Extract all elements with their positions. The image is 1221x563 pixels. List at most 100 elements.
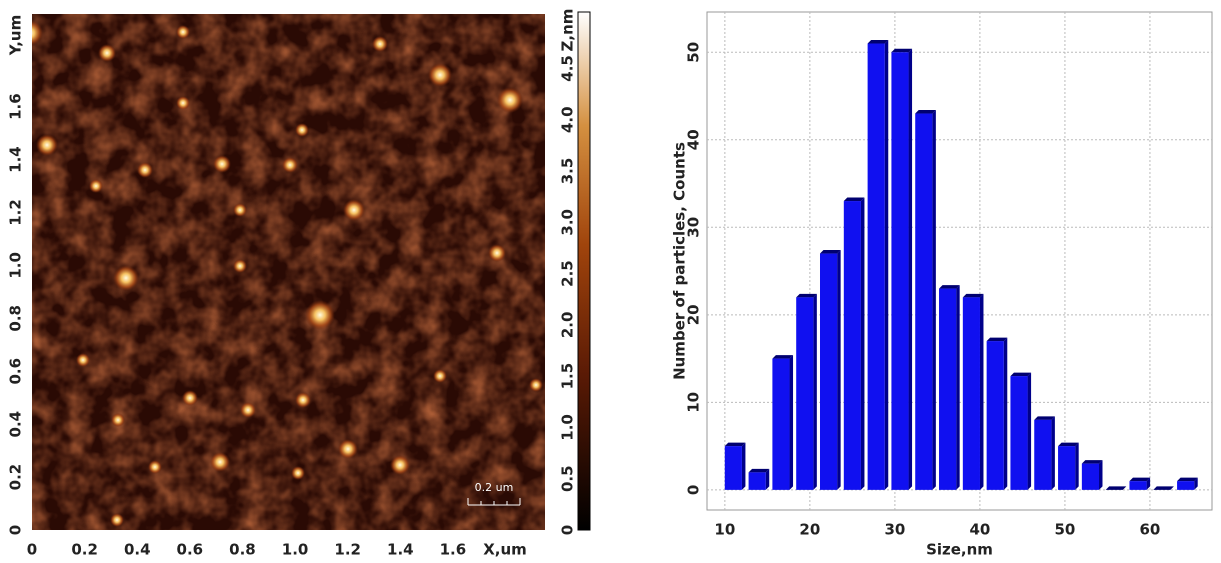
particle <box>98 44 116 62</box>
y-tick-label: 50 <box>685 42 703 63</box>
scale-bar-label: 0.2 um <box>475 481 514 494</box>
bar-side <box>1027 372 1032 490</box>
colorbar-tick-label: 2.0 <box>559 312 577 339</box>
particle <box>111 413 125 427</box>
bar-side <box>1051 416 1055 490</box>
bar-top <box>1129 477 1151 482</box>
bar <box>891 52 909 490</box>
x-tick-label: 0.6 <box>177 541 204 559</box>
colorbar-tick-label: 3.0 <box>559 209 577 236</box>
bar <box>1177 481 1195 490</box>
bar <box>915 113 933 490</box>
y-tick-label: 0 <box>7 525 25 535</box>
particle <box>305 300 335 330</box>
bar-top <box>1058 442 1079 447</box>
colorbar <box>577 11 591 531</box>
particle <box>32 20 43 46</box>
bar-top <box>915 110 936 114</box>
y-axis-label: Y,um <box>7 15 25 56</box>
bar-top <box>962 293 984 298</box>
afm-image: 0.2 um <box>32 14 545 530</box>
bar-side <box>908 48 913 490</box>
bar-top <box>820 250 841 254</box>
bar-top <box>1034 416 1055 420</box>
x-tick-label: 30 <box>884 521 905 539</box>
bar <box>724 446 742 490</box>
x-tick-label: 50 <box>1054 521 1075 539</box>
x-tick-label: 40 <box>969 521 990 539</box>
y-tick-label: 0.6 <box>7 358 25 385</box>
bar <box>962 297 980 490</box>
bar-top <box>986 337 1008 342</box>
colorbar-tick-label: 1.0 <box>559 414 577 441</box>
y-tick-label: 0 <box>685 485 703 495</box>
x-tick-label: 0.8 <box>229 541 256 559</box>
bar <box>1058 446 1076 490</box>
bar-top <box>1010 372 1032 377</box>
bar-side <box>1194 477 1198 490</box>
bar-side <box>1098 460 1103 490</box>
particle <box>182 390 198 406</box>
x-tick-label: 0.4 <box>124 541 151 559</box>
y-tick-label: 0.4 <box>7 411 25 438</box>
particle <box>110 513 124 527</box>
bar-top <box>891 48 913 53</box>
colorbar-tick-label: 3.5 <box>559 158 577 185</box>
bar-top <box>1177 477 1198 482</box>
y-tick-label: 0.8 <box>7 305 25 332</box>
particle <box>148 460 162 474</box>
colorbar-tick-label: 4.5 <box>559 55 577 82</box>
particle <box>433 369 447 383</box>
bar-top <box>1153 486 1174 490</box>
x-axis-label: Size,nm <box>926 541 993 559</box>
scale-bar <box>467 498 521 506</box>
bar-side <box>956 285 960 490</box>
bar-side <box>884 40 889 490</box>
bar-side <box>1075 442 1079 490</box>
bar-side <box>979 293 984 490</box>
bar-top <box>796 293 817 298</box>
x-tick-label: 0.2 <box>71 541 98 559</box>
image-texture <box>32 14 545 530</box>
bar-side <box>765 468 770 490</box>
particle <box>210 452 230 472</box>
bar-side <box>813 293 817 490</box>
x-tick-label: 0 <box>27 541 37 559</box>
x-axis-label: X,um <box>483 541 527 559</box>
bar <box>1081 463 1099 490</box>
particle <box>89 179 103 193</box>
y-tick-label: 0.2 <box>7 464 25 491</box>
y-tick-label: 1.4 <box>7 146 25 173</box>
particles <box>32 20 543 527</box>
particle <box>176 96 190 110</box>
colorbar-tick-label: 0.5 <box>559 465 577 492</box>
particle <box>213 155 231 173</box>
particle <box>497 87 523 113</box>
bar <box>772 358 790 490</box>
bar <box>867 43 885 490</box>
particle <box>240 402 256 418</box>
y-axis-label: Number of particles, Counts <box>671 142 689 380</box>
bar-top <box>772 355 794 359</box>
bar <box>820 253 838 490</box>
y-tick-label: 40 <box>685 129 703 150</box>
x-tick-label: 60 <box>1140 521 1161 539</box>
particle <box>428 63 452 87</box>
particle <box>113 265 139 291</box>
particle <box>372 36 388 52</box>
bar-side <box>932 110 936 490</box>
y-tick-label: 1.0 <box>7 252 25 279</box>
x-tick-label: 1.0 <box>282 541 309 559</box>
particle <box>282 157 298 173</box>
bar-top <box>1081 460 1103 464</box>
particle <box>295 392 311 408</box>
bar <box>796 297 814 490</box>
colorbar-tick-label: 4.0 <box>559 106 577 133</box>
bar-side <box>860 197 865 490</box>
colorbar-tick-label: 2.5 <box>559 260 577 287</box>
particle <box>295 123 309 137</box>
bar <box>1010 376 1028 490</box>
colorbar-tick-label: 0 <box>559 525 577 535</box>
particle <box>233 259 247 273</box>
